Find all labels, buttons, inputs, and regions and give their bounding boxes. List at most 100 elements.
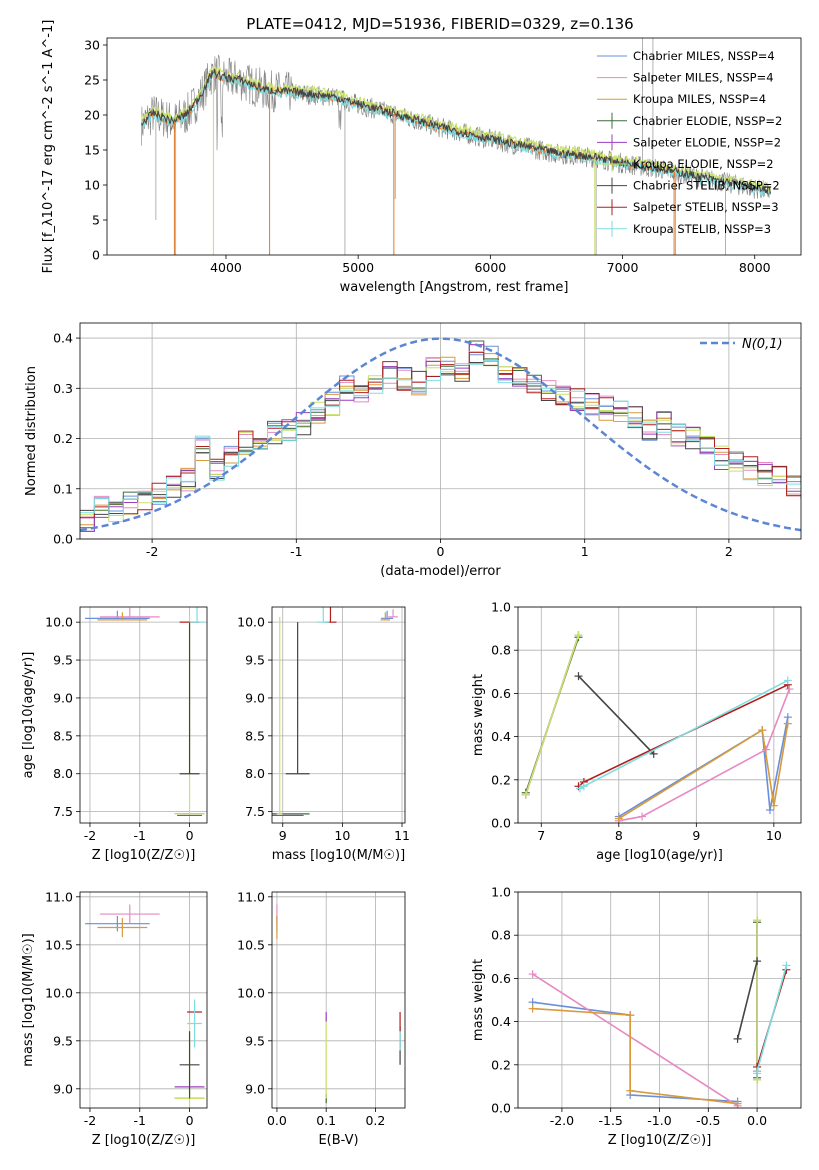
y-tick-label: 0.2 [53,431,73,446]
grid-age-vs-mass [272,607,405,823]
weight-line-salpeter-miles [618,688,791,822]
plot-area-weight-vs-Z [528,916,791,1108]
axes-frame [271,606,406,824]
x-axis-label: E(B-V) [318,1133,358,1148]
plot-area-mass-vs-ebv [276,904,401,1104]
x-tick-label: 5000 [342,260,374,275]
errorbar-chabrier-stelib [285,622,310,775]
y-tick-label: 1.0 [491,885,511,900]
y-tick-label: 0 [92,248,100,263]
axes-frame [79,891,208,1109]
x-tick-label: -2 [146,544,158,559]
y-tick-label: 0.0 [491,816,511,831]
legend-label: Chabrier ELODIE, NSSP=2 [633,114,782,128]
x-tick-label: 10 [334,828,350,843]
y-axis-label: Flux [f_λ10^-17 erg cm^-2 s^-1 A^-1] [41,20,56,274]
weight-marker [783,719,792,728]
panel-age-vs-Z: -2 -1 0 7.5 8.0 8.5 9.0 9.5 10.0 Z [log10(Z/Z☉)] a… [21,606,208,863]
x-tick-label: 1 [581,544,589,559]
y-tick-label: 10.0 [237,985,265,1000]
y-tick-label: 0.8 [491,643,511,658]
x-axis-label: wavelength [Angstrom, rest frame] [340,280,569,295]
legend-label: Chabrier MILES, NSSP=4 [633,49,775,63]
legend-label: Chabrier STELIB, NSSP=2 [633,179,780,193]
y-tick-label: 9.5 [53,1033,73,1048]
panel-mass-vs-Z: -2 -1 0 9.0 9.5 10.0 10.5 11.0 Z [log10(Z/Z☉)] ma… [21,889,208,1148]
y-tick-label: 10.0 [45,985,73,1000]
plot-area-spectrum [140,38,771,255]
errorbar-kroupa-stelib [317,607,330,623]
weight-line-kroupa-stelib [756,965,788,1074]
weight-marker [753,916,762,925]
y-axis-label: mass weight [471,674,486,756]
weight-marker [782,961,791,970]
x-tick-label: 4000 [210,260,242,275]
y-tick-label: 0.2 [491,772,511,787]
weight-marker [649,749,658,758]
weight-marker [626,1011,635,1020]
y-tick-label: 10.0 [237,615,265,630]
x-axis-label: age [log10(age/yr)] [596,848,723,863]
y-tick-label: 9.5 [245,653,265,668]
panel-weight-vs-Z: -2.0 -1.5 -1.0 -0.5 0.0 0.0 0.2 0.4 0.6 0.8 1.0 Z [… [471,885,802,1148]
weight-line-kroupa-elodie [525,634,580,796]
weight-marker [626,1086,635,1095]
weight-line-chabrier-stelib [577,675,655,755]
weight-marker [521,790,530,799]
y-tick-label: 10.5 [45,937,73,952]
errorbar-salpeter-stelib [324,607,337,623]
weight-marker [614,814,623,823]
y-tick-label: 15 [84,143,100,158]
x-tick-label: 0 [186,1113,194,1128]
x-tick-label: 2 [725,544,733,559]
y-tick-label: 7.5 [53,804,73,819]
x-tick-label: 7000 [607,260,639,275]
x-tick-label: -2 [84,828,96,843]
y-tick-label: 8.0 [53,766,73,781]
weight-marker [638,812,647,821]
errorbar-kroupa-stelib [189,607,205,623]
y-tick-label: 0.0 [491,1101,511,1116]
legend-label: Salpeter MILES, NSSP=4 [633,71,774,85]
errorbar-chabrier-miles [84,916,150,932]
panel-mass-vs-ebv: 0.0 0.1 0.2 9.0 9.5 10.0 10.5 11.0 E(B-V) [237,889,406,1148]
plot-area-mass-vs-Z [84,904,205,1108]
errorbar-kroupa-miles [97,917,148,938]
x-tick-label: 0.0 [267,1113,287,1128]
panel-spectrum: 4000 5000 6000 7000 8000 0 5 10 15 20 25 30 waveleng… [41,20,802,295]
x-axis-label: Z [log10(Z/Z☉)] [92,848,196,863]
axes-frame [79,606,208,824]
legend-label: Kroupa MILES, NSSP=4 [633,92,766,106]
histogram-salpeter-stelib [80,351,801,518]
y-tick-label: 0.4 [491,1014,511,1029]
x-tick-label: 7 [537,828,545,843]
errorbar-kroupa-elodie [276,616,283,815]
x-axis-label: Z [log10(Z/Z☉)] [608,1133,712,1148]
histogram-chabrier-stelib [80,360,801,515]
y-tick-label: 9.0 [245,1081,265,1096]
panel-age-vs-mass: 9 10 11 7.5 8.0 8.5 9.0 9.5 10.0 mass [log10(M/M☉… [237,606,410,863]
errorbar-salpeter-miles [388,609,398,618]
errorbar-kroupa-miles [97,612,148,621]
errorbar-chabrier-miles [381,610,394,619]
grid-mass-vs-ebv [272,892,405,1108]
grid-weight-vs-Z [518,891,801,1109]
weight-marker [733,1034,742,1043]
errorbar-salpeter-miles [99,607,160,618]
weight-marker [574,672,583,681]
y-tick-label: 0.4 [53,331,73,346]
errorbar-kroupa-stelib [187,999,203,1048]
legend-label: Kroupa STELIB, NSSP=3 [633,222,771,236]
weight-line-kroupa-miles [532,1007,738,1105]
y-tick-label: 10 [84,178,100,193]
y-tick-label: 0.0 [53,532,73,547]
x-tick-label: -1 [290,544,302,559]
axes-frame [106,37,802,256]
y-axis-label: Normed distribution [24,366,39,496]
x-tick-label: 0.2 [365,1113,385,1128]
errorbar-salpeter-miles [99,904,160,924]
x-tick-label: 10 [766,828,782,843]
gaussian-curve [80,337,801,532]
x-tick-label: -0.5 [696,1113,720,1128]
